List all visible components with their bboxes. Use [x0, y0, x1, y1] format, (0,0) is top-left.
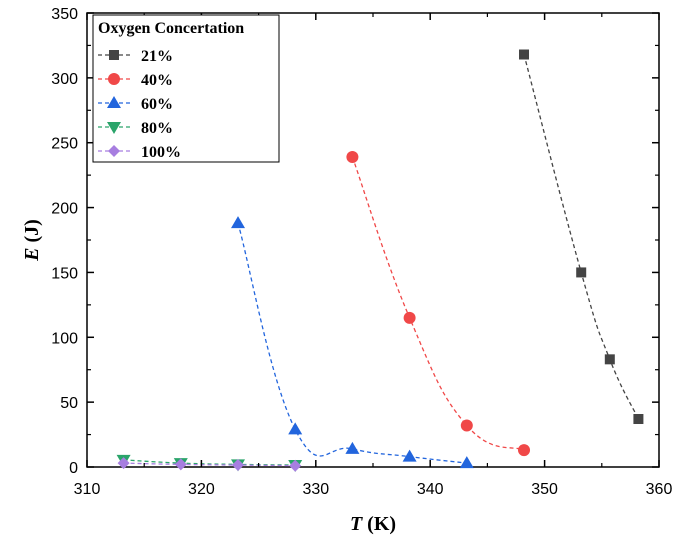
data-point-40pct — [403, 311, 416, 324]
series-line-100pct — [123, 462, 296, 467]
legend-marker — [107, 122, 121, 134]
y-tick-label: 0 — [69, 460, 78, 477]
y-tick-label: 350 — [51, 6, 78, 23]
legend-entries: 21% 40% 60% 80% 100% — [98, 48, 181, 161]
fit-lines — [123, 54, 639, 467]
legend-label: 40% — [141, 72, 173, 89]
data-point-60pct — [288, 422, 303, 435]
legend-marker — [108, 145, 120, 157]
y-tick-label: 50 — [60, 395, 78, 412]
y-tick-label: 150 — [51, 265, 78, 282]
legend-label: 21% — [141, 48, 173, 65]
y-axis: 0 50 100 150 200 250 300 350 — [51, 6, 659, 477]
legend-marker — [109, 50, 119, 60]
data-point-21pct — [604, 354, 615, 365]
y-axis-title-symbol: E — [21, 247, 43, 261]
y-tick-label: 100 — [51, 330, 78, 347]
y-axis-title-unit: (J) — [21, 219, 43, 247]
legend-label: 80% — [141, 120, 173, 137]
x-tick-label: 310 — [74, 481, 101, 498]
data-point-40pct — [518, 444, 531, 457]
data-point-100pct — [174, 458, 187, 471]
legend: Oxygen Concertation 21% 40% 60% 80% 100% — [92, 14, 280, 163]
series-line-40pct — [351, 156, 525, 451]
x-axis-title: T (K) — [350, 513, 396, 535]
x-tick-label: 360 — [646, 481, 673, 498]
data-point-60pct — [231, 216, 246, 229]
legend-box — [92, 14, 280, 163]
data-point-40pct — [460, 419, 473, 432]
data-point-60pct — [345, 441, 360, 454]
legend-label: 100% — [141, 144, 181, 161]
y-tick-label: 250 — [51, 136, 78, 153]
legend-label: 60% — [141, 96, 173, 113]
data-point-100pct — [289, 459, 302, 472]
x-tick-label: 320 — [188, 481, 215, 498]
data-point-100pct — [117, 457, 130, 470]
x-axis-title-symbol: T — [350, 513, 363, 535]
series-line-60pct — [237, 222, 467, 464]
data-point-21pct — [633, 414, 644, 425]
legend-marker — [107, 96, 121, 108]
data-point-60pct — [459, 456, 474, 469]
data-point-40pct — [346, 150, 359, 163]
series-line-21pct — [523, 54, 639, 420]
legend-marker — [108, 73, 120, 85]
data-point-100pct — [232, 459, 245, 472]
x-axis-title-unit: (K) — [362, 513, 396, 535]
x-tick-label: 340 — [417, 481, 444, 498]
data-point-21pct — [519, 49, 530, 60]
x-tick-label: 330 — [302, 481, 329, 498]
x-tick-label: 350 — [531, 481, 558, 498]
data-point-21pct — [576, 267, 587, 278]
y-axis-title: E (J) — [21, 219, 43, 262]
legend-title: Oxygen Concertation — [98, 20, 244, 37]
y-tick-label: 200 — [51, 201, 78, 218]
y-tick-label: 300 — [51, 71, 78, 88]
data-point-60pct — [402, 449, 417, 462]
markers — [116, 49, 644, 473]
